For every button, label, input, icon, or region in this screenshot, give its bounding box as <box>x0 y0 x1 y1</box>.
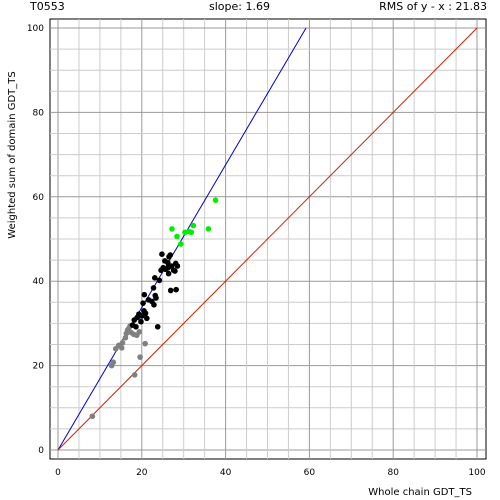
data-point <box>110 359 117 366</box>
reference-line-1 <box>57 27 478 451</box>
data-point <box>118 345 125 351</box>
data-point <box>144 315 150 322</box>
data-point <box>126 325 132 332</box>
data-point <box>177 241 184 247</box>
y-tick-label: 100 <box>27 24 44 34</box>
data-point <box>142 340 148 347</box>
data-point <box>133 323 139 330</box>
data-point <box>152 292 159 299</box>
data-point <box>131 372 138 378</box>
data-point <box>156 277 163 284</box>
data-point <box>154 323 161 330</box>
x-tick-label: 0 <box>55 468 61 478</box>
x-tick-label: 20 <box>136 468 148 478</box>
y-tick-label: 40 <box>33 277 45 287</box>
data-point <box>167 252 174 258</box>
y-tick-label: 0 <box>38 446 44 456</box>
x-tick-label: 80 <box>387 468 399 478</box>
grid-lines <box>50 19 486 459</box>
y-tick-label: 80 <box>33 108 45 118</box>
data-point <box>136 329 143 335</box>
slope-label: slope: 1.69 <box>209 0 270 13</box>
data-point <box>165 270 172 277</box>
x-tick-label: 60 <box>304 468 316 478</box>
reference-lines <box>57 27 478 451</box>
data-point <box>172 268 178 274</box>
data-point <box>140 300 146 306</box>
target-id-label: T0553 <box>30 0 65 13</box>
data-point <box>188 229 195 236</box>
rms-label: RMS of y - x : 21.83 <box>379 0 487 13</box>
data-point <box>119 340 126 346</box>
data-points <box>89 197 219 420</box>
data-point <box>174 263 181 269</box>
data-point <box>167 287 174 294</box>
data-point <box>159 251 165 257</box>
y-tick-label: 60 <box>33 193 45 203</box>
data-point <box>169 226 175 232</box>
axis-ticks: 0 20 40 60 80 100 0 20 40 60 80 100 <box>27 24 486 478</box>
data-point <box>205 226 212 232</box>
data-point <box>123 330 130 337</box>
data-point <box>122 334 129 341</box>
data-point <box>150 285 157 291</box>
data-point <box>212 197 219 203</box>
data-point <box>138 318 144 325</box>
data-point <box>190 222 197 229</box>
x-tick-label: 100 <box>468 468 485 478</box>
data-point <box>165 264 171 271</box>
data-point <box>173 286 179 293</box>
reference-line-0 <box>57 27 307 451</box>
data-point <box>151 275 158 281</box>
data-point <box>142 310 149 317</box>
data-point <box>162 258 168 264</box>
y-axis-label: Weighted sum of domain GDT_TS <box>7 71 18 238</box>
data-point <box>151 302 157 308</box>
x-tick-label: 40 <box>220 468 232 478</box>
data-point <box>89 413 96 420</box>
data-point <box>137 354 143 360</box>
data-point <box>174 233 180 240</box>
data-point <box>141 291 148 298</box>
x-axis-label: Whole chain GDT_TS <box>368 487 472 498</box>
y-tick-label: 20 <box>33 362 45 372</box>
